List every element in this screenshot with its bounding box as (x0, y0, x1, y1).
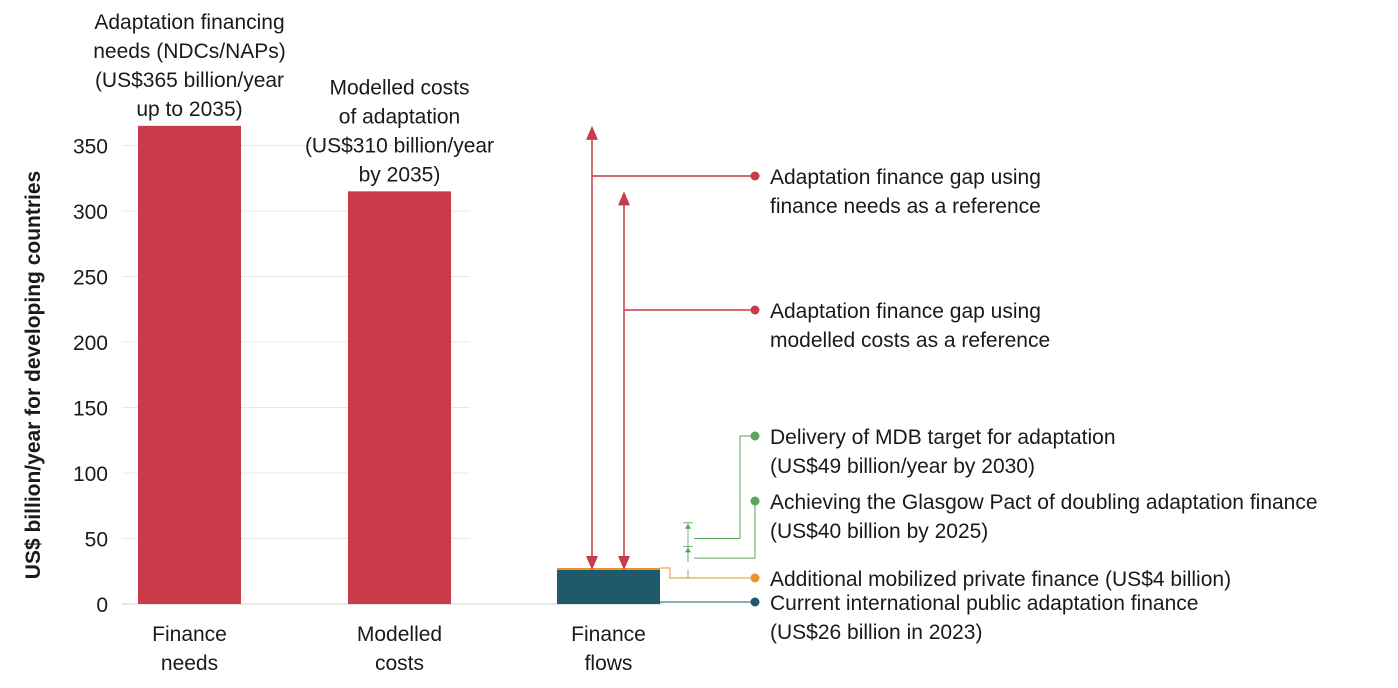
gap-arrow-head-up (618, 191, 630, 206)
legend-text-gap_needs: finance needs as a reference (770, 195, 1041, 218)
legend-text-mdb: Delivery of MDB target for adaptation (770, 426, 1116, 449)
legend-text-glasgow: Achieving the Glasgow Pact of doubling a… (770, 491, 1318, 514)
bars (138, 125, 660, 604)
target-marker-head (685, 547, 691, 553)
legend-text-mdb: (US$49 billion/year by 2030) (770, 455, 1035, 478)
legend-dot-glasgow (750, 496, 760, 506)
bar-segment (557, 567, 660, 570)
private-connector (660, 567, 755, 579)
bar-segment (557, 569, 660, 604)
x-tick-label: flows (585, 652, 633, 675)
y-tick-label: 50 (85, 529, 108, 552)
y-tick-label: 300 (73, 201, 108, 224)
legend-text-glasgow: (US$40 billion by 2025) (770, 520, 988, 543)
legend: Adaptation finance gap using finance need… (750, 166, 1318, 644)
gap-arrow-head-down (586, 555, 598, 570)
legend-text-private: Additional mobilized private finance (US… (770, 568, 1231, 591)
legend-dot-mdb (750, 431, 760, 441)
target-markers (660, 435, 756, 603)
gap-arrow-head-down (618, 555, 630, 570)
mdb-connector (694, 435, 755, 539)
legend-dot-gap_modelled (750, 305, 760, 315)
legend-text-gap_modelled: Adaptation finance gap using (770, 300, 1041, 323)
bar-annotation: needs (NDCs/NAPs) (93, 40, 286, 63)
legend-dot-gap_needs (750, 171, 760, 181)
y-tick-label: 200 (73, 332, 108, 355)
bar-annotation: (US$365 billion/year (95, 69, 284, 92)
x-tick-label: costs (375, 652, 424, 675)
y-axis-label: US$ billion/year for developing countrie… (22, 171, 45, 579)
y-tick-label: 150 (73, 398, 108, 421)
bar-annotation: Modelled costs (329, 76, 469, 99)
legend-text-public: (US$26 billion in 2023) (770, 621, 982, 644)
bar-needs (138, 125, 241, 604)
bar-annotation: Adaptation financing (94, 11, 284, 34)
x-tick-label: Finance (152, 623, 227, 646)
legend-text-gap_needs: Adaptation finance gap using (770, 166, 1041, 189)
x-tick-label: needs (161, 652, 218, 675)
legend-dot-private (750, 573, 760, 583)
bar-annotation: of adaptation (339, 105, 460, 128)
y-tick-label: 250 (73, 267, 108, 290)
x-tick-label: Finance (571, 623, 646, 646)
bar-annotation: (US$310 billion/year (305, 134, 494, 157)
legend-dot-public (750, 597, 760, 607)
bar-annotation: by 2035) (359, 163, 441, 186)
y-tick-label: 350 (73, 136, 108, 159)
x-tick-label: Modelled (357, 623, 442, 646)
gap-arrows (586, 125, 755, 570)
bar-annotations: Adaptation financing needs (NDCs/NAPs) (US… (93, 11, 494, 187)
legend-text-public: Current international public adaptation … (770, 592, 1198, 615)
y-tick-label: 100 (73, 463, 108, 486)
bar-annotation: up to 2035) (136, 98, 242, 121)
gap-arrow-head-up (586, 125, 598, 140)
y-axis-ticks: 0 50 100 150 200 250 300 350 (73, 136, 108, 618)
legend-text-gap_modelled: modelled costs as a reference (770, 329, 1050, 352)
glasgow-connector (694, 501, 756, 559)
y-tick-label: 0 (96, 594, 108, 617)
bar-modelled (348, 191, 451, 604)
target-marker-head (685, 523, 691, 529)
x-axis-labels: Finance needs Modelled costs Finance flows (152, 623, 646, 675)
